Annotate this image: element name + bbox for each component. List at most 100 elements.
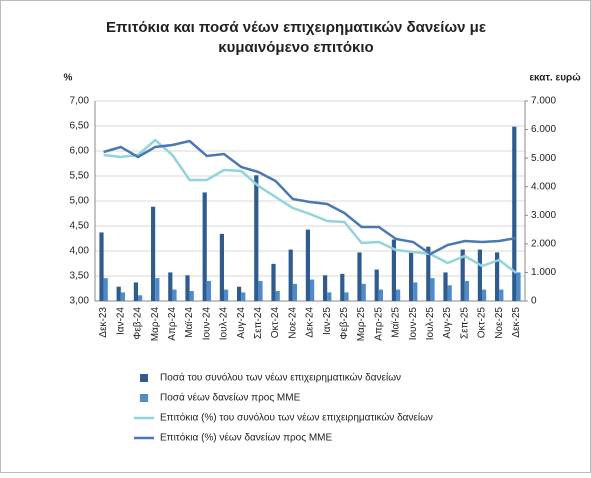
- bar: [344, 292, 349, 301]
- y-tick-label: 3,50: [70, 271, 90, 282]
- x-tick-label: Ιουν-25: [408, 307, 419, 341]
- y2-axis-label: εκατ. ευρώ: [529, 73, 581, 84]
- bar: [202, 192, 207, 301]
- x-tick-label: Οκτ-24: [270, 307, 281, 339]
- x-tick-label: Αυγ-24: [236, 307, 247, 339]
- bar: [327, 292, 332, 301]
- bar: [237, 286, 242, 301]
- y-tick-label: 6,50: [70, 121, 90, 132]
- bar: [120, 292, 125, 301]
- bar: [288, 249, 293, 301]
- y-tick-label: 4,00: [70, 246, 90, 257]
- x-tick-label: Νοε-24: [287, 307, 298, 339]
- bar: [477, 249, 482, 301]
- bar: [254, 175, 259, 301]
- x-tick-label: Απρ-25: [373, 307, 384, 341]
- bar: [378, 289, 383, 301]
- bar: [185, 275, 190, 301]
- bar: [499, 289, 504, 301]
- legend-label: Ποσά νέων δανείων προς ΜΜΕ: [160, 392, 301, 404]
- y2-tick-label: 4.000: [531, 181, 556, 192]
- x-tick-label: Μαρ-24: [150, 307, 161, 342]
- bar: [103, 278, 108, 301]
- legend-swatch: [140, 374, 148, 382]
- bar: [409, 252, 414, 301]
- x-tick-label: Αυγ-25: [442, 307, 453, 339]
- chart-title: κυμαινόμενο επιτόκιο: [218, 39, 373, 56]
- legend-label: Επιτόκια (%) του συνόλου των νέων επιχει…: [160, 412, 433, 424]
- bar: [357, 252, 362, 301]
- bar: [241, 292, 246, 301]
- bar: [482, 289, 487, 301]
- x-tick-label: Φεβ-24: [133, 307, 144, 340]
- x-tick-label: Ιουν-24: [201, 307, 212, 341]
- x-tick-label: Φεβ-25: [339, 307, 350, 340]
- bar: [310, 279, 315, 301]
- y2-tick-label: 2.000: [531, 238, 556, 249]
- y2-tick-label: 0: [531, 296, 537, 307]
- bar: [219, 233, 224, 301]
- y2-tick-label: 6.000: [531, 124, 556, 135]
- bar: [133, 282, 138, 301]
- bar: [413, 282, 418, 301]
- x-tick-label: Ιαν-25: [322, 307, 333, 335]
- bar: [464, 281, 469, 301]
- bar: [99, 232, 104, 301]
- y-tick-label: 6,00: [70, 146, 90, 157]
- bar: [516, 272, 521, 301]
- bar: [443, 272, 448, 301]
- x-tick-label: Σεπ-25: [459, 307, 470, 339]
- chart-title: Επιτόκια και ποσά νέων επιχειρηματικών δ…: [106, 19, 486, 36]
- x-tick-label: Μαϊ-25: [391, 307, 402, 338]
- bar: [512, 126, 517, 301]
- bar: [258, 281, 263, 301]
- bar: [151, 206, 156, 301]
- y-axis-label: %: [64, 73, 73, 84]
- x-tick-label: Δεκ-23: [98, 307, 109, 338]
- x-tick-label: Οκτ-25: [477, 307, 488, 339]
- x-tick-label: Ιουλ-25: [425, 307, 436, 341]
- bar: [224, 289, 229, 301]
- bar: [361, 283, 366, 301]
- x-tick-label: Δεκ-24: [305, 307, 316, 338]
- y2-tick-label: 3.000: [531, 210, 556, 221]
- bar: [323, 275, 328, 301]
- bar: [168, 272, 173, 301]
- legend-label: Επιτόκια (%) νέων δανείων προς ΜΜΕ: [160, 432, 332, 444]
- x-tick-label: Δεκ-25: [511, 307, 522, 338]
- legend-swatch: [140, 394, 148, 402]
- bar: [374, 269, 379, 301]
- y-tick-label: 4,50: [70, 221, 90, 232]
- y2-tick-label: 5.000: [531, 153, 556, 164]
- bar: [155, 278, 160, 301]
- bar: [447, 285, 452, 301]
- x-tick-label: Ιαν-24: [115, 307, 126, 335]
- x-tick-label: Νοε-25: [494, 307, 505, 339]
- bar: [495, 252, 500, 301]
- x-tick-label: Απρ-24: [167, 307, 178, 341]
- y-tick-label: 5,00: [70, 196, 90, 207]
- y-tick-label: 3,00: [70, 296, 90, 307]
- bar: [305, 229, 310, 301]
- bar: [340, 273, 345, 301]
- legend-label: Ποσά του συνόλου των νέων επιχειρηματικώ…: [160, 372, 401, 384]
- line: [103, 139, 517, 256]
- bar: [396, 289, 401, 301]
- x-tick-label: Σεπ-24: [253, 307, 264, 339]
- bar: [116, 286, 121, 301]
- y2-tick-label: 7.000: [531, 96, 556, 107]
- y2-tick-label: 1.000: [531, 267, 556, 278]
- bar: [292, 283, 297, 301]
- y-tick-label: 7,00: [70, 96, 90, 107]
- bar: [271, 263, 276, 301]
- x-tick-label: Μαρ-25: [356, 307, 367, 342]
- bar: [460, 249, 465, 301]
- x-tick-label: Μαϊ-24: [184, 307, 195, 338]
- bar: [172, 289, 177, 301]
- line: [103, 138, 518, 274]
- bar: [138, 295, 143, 301]
- bar: [275, 291, 280, 301]
